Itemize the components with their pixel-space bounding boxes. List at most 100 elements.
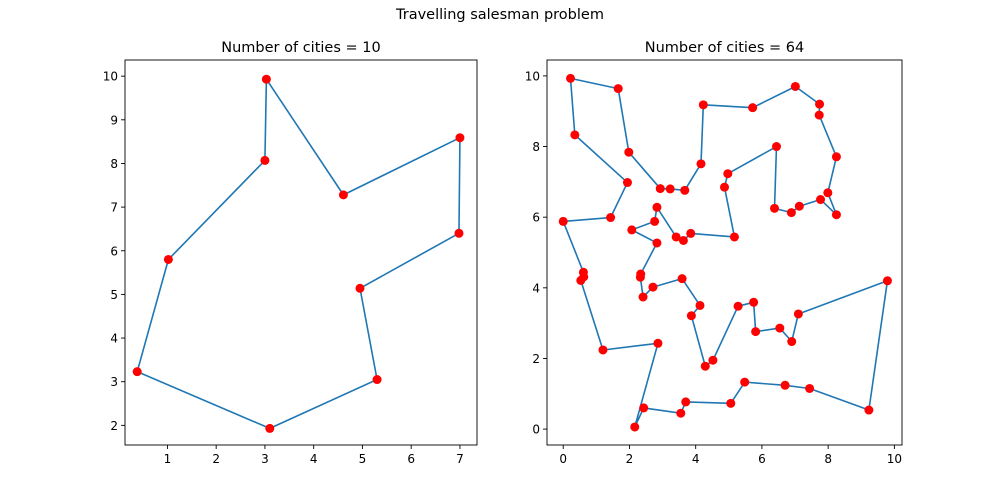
x-tick-label: 10: [887, 452, 902, 466]
y-tick-label: 3: [110, 375, 118, 389]
y-tick-label: 8: [110, 157, 118, 171]
y-tick-label: 5: [110, 288, 118, 302]
y-tick-label: 10: [525, 69, 540, 83]
y-tick-label: 2: [532, 352, 540, 366]
city-marker: [652, 238, 662, 248]
y-tick-label: 9: [110, 113, 118, 127]
city-marker: [163, 254, 173, 264]
city-marker: [622, 178, 632, 188]
city-marker: [831, 210, 841, 220]
city-marker: [635, 272, 645, 282]
city-marker: [655, 184, 665, 194]
city-marker: [558, 216, 568, 226]
x-tick-label: 2: [626, 452, 634, 466]
city-marker: [606, 213, 616, 223]
city-marker: [805, 383, 815, 393]
city-marker: [771, 142, 781, 152]
y-tick-label: 0: [532, 423, 540, 437]
city-marker: [695, 300, 705, 310]
city-marker: [686, 228, 696, 238]
city-marker: [624, 147, 634, 157]
city-marker: [676, 408, 686, 418]
y-tick-label: 4: [110, 332, 118, 346]
y-tick-label: 8: [532, 140, 540, 154]
y-tick-label: 6: [532, 211, 540, 225]
city-marker: [265, 423, 275, 433]
x-tick-label: 3: [261, 452, 269, 466]
subplot-title: Number of cities = 64: [645, 40, 804, 56]
city-marker: [570, 130, 580, 140]
x-tick-label: 7: [456, 452, 464, 466]
city-marker: [665, 184, 675, 194]
city-marker: [598, 345, 608, 355]
axes-frame: [546, 59, 903, 446]
city-marker: [650, 216, 660, 226]
y-tick-label: 2: [110, 419, 118, 433]
x-tick-label: 8: [824, 452, 832, 466]
city-marker: [729, 232, 739, 242]
city-marker: [260, 155, 270, 165]
city-marker: [794, 201, 804, 211]
subplot-1: Number of cities = 10 1 2 3 4 5 6 7 2 3 4 5 6 7 8 9 10: [103, 40, 478, 466]
city-marker: [770, 203, 779, 213]
city-marker: [648, 282, 658, 292]
x-tick-label: 2: [212, 452, 220, 466]
city-marker: [700, 361, 710, 371]
city-marker: [338, 190, 348, 200]
city-marker: [638, 292, 648, 302]
city-marker: [720, 182, 729, 192]
city-marker: [372, 375, 382, 385]
city-marker: [816, 195, 826, 205]
city-marker: [671, 232, 681, 242]
city-marker: [740, 377, 750, 387]
city-marker: [566, 73, 576, 83]
city-marker: [882, 276, 892, 286]
city-marker: [831, 152, 841, 162]
route-line: [136, 78, 461, 430]
city-marker: [864, 405, 874, 415]
city-marker: [823, 188, 833, 198]
city-marker: [815, 99, 825, 109]
city-marker: [793, 309, 803, 319]
x-tick-label: 4: [692, 452, 700, 466]
city-marker: [696, 159, 706, 169]
city-marker: [708, 355, 718, 365]
city-marker: [627, 225, 637, 235]
city-marker: [681, 397, 691, 407]
city-marker: [639, 403, 649, 413]
city-marker: [733, 301, 743, 311]
city-marker: [786, 208, 796, 218]
axes-frame: [124, 59, 478, 446]
city-marker: [749, 297, 759, 307]
city-marker: [454, 228, 464, 238]
city-marker: [814, 110, 824, 120]
city-marker: [751, 327, 761, 337]
city-marker: [790, 81, 800, 91]
route-line: [562, 77, 889, 428]
city-marker: [680, 185, 690, 195]
x-tick-label: 1: [164, 452, 172, 466]
city-marker: [653, 338, 663, 348]
city-marker: [775, 323, 785, 333]
y-tick-label: 10: [103, 70, 118, 84]
city-marker: [748, 103, 758, 113]
subplot-2: Number of cities = 64 0 2 4 6 8 10 0 2 4 6 8 10: [525, 40, 903, 466]
city-marker: [132, 367, 142, 377]
city-marker: [630, 422, 640, 432]
x-tick-label: 6: [758, 452, 766, 466]
city-marker: [698, 100, 708, 110]
city-marker: [261, 74, 271, 84]
city-marker: [355, 283, 365, 293]
city-marker: [787, 337, 797, 347]
city-marker: [726, 398, 736, 408]
y-tick-label: 6: [110, 244, 118, 258]
city-marker: [613, 84, 623, 94]
y-tick-label: 7: [110, 201, 118, 215]
subplot-title: Number of cities = 10: [221, 40, 380, 56]
y-tick-label: 4: [532, 281, 540, 295]
city-marker: [455, 133, 465, 143]
city-marker: [652, 202, 662, 212]
x-tick-label: 6: [407, 452, 415, 466]
